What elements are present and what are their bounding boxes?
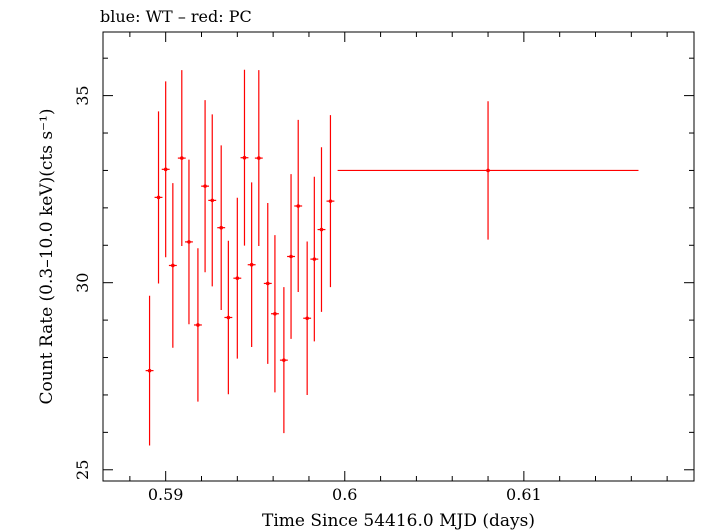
point-marker [249,262,254,267]
data-point [317,147,326,312]
data-point [326,115,335,288]
point-marker [486,168,490,173]
y-tick-label: 35 [73,85,92,105]
data-point [337,101,639,240]
data-point [294,119,303,293]
point-marker [203,184,207,188]
data-point [263,202,272,364]
x-tick-label: 0.59 [148,485,184,504]
data-point [303,241,312,395]
point-marker [242,155,247,160]
data-point [177,70,186,247]
data-point [193,248,202,402]
point-marker [289,254,293,259]
point-marker [265,281,270,286]
y-axis-ticks: 25 30 35 [73,57,694,480]
x-tick-label: 0.61 [506,485,542,504]
data-point [270,235,279,393]
point-marker [171,263,175,268]
point-marker [196,323,200,327]
data-point [254,70,263,247]
data-point [154,111,163,284]
data-point [185,159,193,325]
point-marker [312,257,317,261]
data-point [224,240,233,395]
point-marker [163,167,168,172]
point-marker [147,368,152,373]
y-tick-label: 25 [73,460,92,480]
x-axis-label: Time Since 54416.0 MJD (days) [262,511,535,531]
point-marker [319,227,324,232]
data-point [168,183,177,348]
y-axis-label: Count Rate (0.3–10.0 keV)(cts s⁻¹) [37,109,57,405]
point-marker [180,156,184,160]
point-marker [156,195,161,200]
point-marker [226,315,231,320]
data-point [201,100,210,273]
point-marker [257,156,261,160]
y-tick-label: 30 [73,273,92,293]
data-point [240,69,249,246]
point-marker [219,225,223,230]
data-point [247,182,256,348]
data-point [217,145,226,311]
data-point [208,114,217,287]
point-marker [305,316,309,321]
data-point [279,287,288,434]
data-point [233,197,242,359]
point-marker [328,199,333,203]
point-marker [235,276,240,281]
point-marker [210,198,215,203]
data-point [161,81,170,258]
data-point [310,176,319,342]
x-axis-ticks: 0.59 0.6 0.61 [129,32,668,504]
data-point [145,295,154,446]
chart-title: blue: WT – red: PC [100,7,252,26]
x-tick-label: 0.6 [332,485,357,504]
plot-frame [102,31,695,482]
point-marker [187,240,191,244]
point-marker [282,358,286,362]
data-point [287,174,295,339]
data-series [145,69,639,446]
point-marker [273,311,277,316]
point-marker [296,204,301,208]
